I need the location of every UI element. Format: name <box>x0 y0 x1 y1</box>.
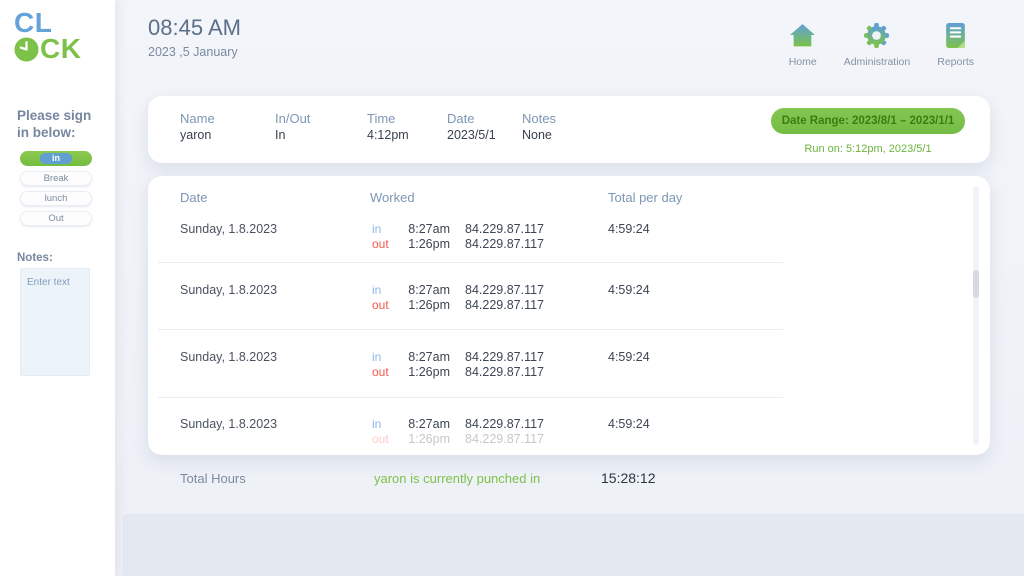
nav-administration-label: Administration <box>843 56 911 68</box>
summary-name-label: Name <box>180 111 215 126</box>
summary-date-label: Date <box>447 111 475 126</box>
date-range-button[interactable]: Date Range: 2023/8/1 – 2023/1/1 <box>771 108 965 134</box>
run-on-text: Run on: 5:12pm, 2023/5/1 <box>804 143 932 155</box>
table-row: Sunday, 1.8.2023 in 8:27am 84.229.87.117… <box>148 220 990 254</box>
report-document-icon <box>946 23 965 48</box>
summary-name-value: yaron <box>180 128 212 142</box>
notes-input[interactable] <box>20 268 90 376</box>
app-logo: CL CK <box>14 7 82 64</box>
table-row: Sunday, 1.8.2023 in 8:27am 84.229.87.117… <box>148 415 990 449</box>
row-total: 4:59:24 <box>608 417 650 431</box>
summary-inout-value: In <box>275 128 286 142</box>
total-hours-value: 15:28:12 <box>601 470 656 486</box>
summary-notes-value: None <box>522 128 552 142</box>
row-in-ip: 84.229.87.117 <box>465 417 545 431</box>
row-in-time: 8:27am <box>408 222 450 236</box>
current-date: 2023 ,5 January <box>148 45 238 59</box>
nav-home-label: Home <box>788 56 817 68</box>
nav-administration[interactable]: Administration <box>843 22 911 68</box>
summary-time-label: Time <box>367 111 396 126</box>
row-divider <box>158 262 783 263</box>
row-out-ip: 84.229.87.117 <box>465 432 545 446</box>
row-date: Sunday, 1.8.2023 <box>180 417 278 431</box>
row-date: Sunday, 1.8.2023 <box>180 283 278 297</box>
summary-time-value: 4:12pm <box>367 128 409 142</box>
row-total: 4:59:24 <box>608 222 650 236</box>
punch-status-text: yaron is currently punched in <box>374 471 541 486</box>
row-out-time: 1:26pm <box>408 298 450 312</box>
row-in-time: 8:27am <box>408 417 450 431</box>
row-in-time: 8:27am <box>408 350 450 364</box>
row-in-label: in <box>372 350 382 364</box>
summary-notes-label: Notes <box>522 111 556 126</box>
row-out-label: out <box>372 237 389 251</box>
col-header-total: Total per day <box>608 190 683 205</box>
row-out-label: out <box>372 432 389 446</box>
punch-in-label: in <box>40 153 72 164</box>
row-divider <box>158 397 783 398</box>
gear-icon <box>864 23 890 48</box>
logo-text-bottom-row: CK <box>14 33 82 64</box>
break-button[interactable]: Break <box>20 171 92 186</box>
home-icon <box>790 24 816 47</box>
row-date: Sunday, 1.8.2023 <box>180 222 278 236</box>
row-in-ip: 84.229.87.117 <box>465 222 545 236</box>
row-total: 4:59:24 <box>608 283 650 297</box>
col-header-date: Date <box>180 190 208 205</box>
clock-icon <box>14 36 39 62</box>
row-out-ip: 84.229.87.117 <box>465 298 545 312</box>
timesheet-card: Date Worked Total per day Sunday, 1.8.20… <box>148 176 990 455</box>
table-row: Sunday, 1.8.2023 in 8:27am 84.229.87.117… <box>148 348 990 382</box>
table-row: Sunday, 1.8.2023 in 8:27am 84.229.87.117… <box>148 281 990 315</box>
lunch-button[interactable]: lunch <box>20 191 92 206</box>
row-divider <box>158 329 783 330</box>
row-out-time: 1:26pm <box>408 237 450 251</box>
nav-home[interactable]: Home <box>789 22 817 68</box>
row-in-label: in <box>372 417 382 431</box>
row-out-time: 1:26pm <box>408 432 450 446</box>
row-in-time: 8:27am <box>408 283 450 297</box>
nav-reports[interactable]: Reports <box>937 22 974 68</box>
top-nav: Home Administration <box>789 22 974 68</box>
punch-in-button[interactable]: in <box>20 151 92 166</box>
logo-text-top: CL <box>14 7 53 38</box>
sidebar: CL CK Please sign in below: in Break lun… <box>0 0 115 576</box>
row-in-ip: 84.229.87.117 <box>465 283 545 297</box>
summary-inout-label: In/Out <box>275 111 311 126</box>
bottom-panel <box>123 514 1024 576</box>
punch-out-button[interactable]: Out <box>20 211 92 226</box>
row-out-label: out <box>372 365 389 379</box>
notes-label: Notes: <box>17 252 53 264</box>
current-time: 08:45 AM <box>148 15 241 40</box>
row-out-time: 1:26pm <box>408 365 450 379</box>
summary-date-value: 2023/5/1 <box>447 128 496 142</box>
row-out-label: out <box>372 298 389 312</box>
logo-text-bottom: CK <box>40 33 82 64</box>
signin-heading: Please sign in below: <box>17 108 92 141</box>
nav-reports-label: Reports <box>937 56 974 68</box>
row-total: 4:59:24 <box>608 350 650 364</box>
main-area: 08:45 AM 2023 ,5 January Home Administra… <box>115 0 1024 576</box>
row-date: Sunday, 1.8.2023 <box>180 350 278 364</box>
row-in-ip: 84.229.87.117 <box>465 350 545 364</box>
row-out-ip: 84.229.87.117 <box>465 237 545 251</box>
row-out-ip: 84.229.87.117 <box>465 365 545 379</box>
col-header-worked: Worked <box>370 190 415 205</box>
row-in-label: in <box>372 283 382 297</box>
table-scrollbar-thumb[interactable] <box>973 270 979 298</box>
table-scrollbar-track[interactable] <box>973 186 979 445</box>
row-in-label: in <box>372 222 382 236</box>
last-punch-summary-card: Name yaron In/Out In Time 4:12pm Date 20… <box>148 96 990 163</box>
total-hours-label: Total Hours <box>180 471 246 486</box>
